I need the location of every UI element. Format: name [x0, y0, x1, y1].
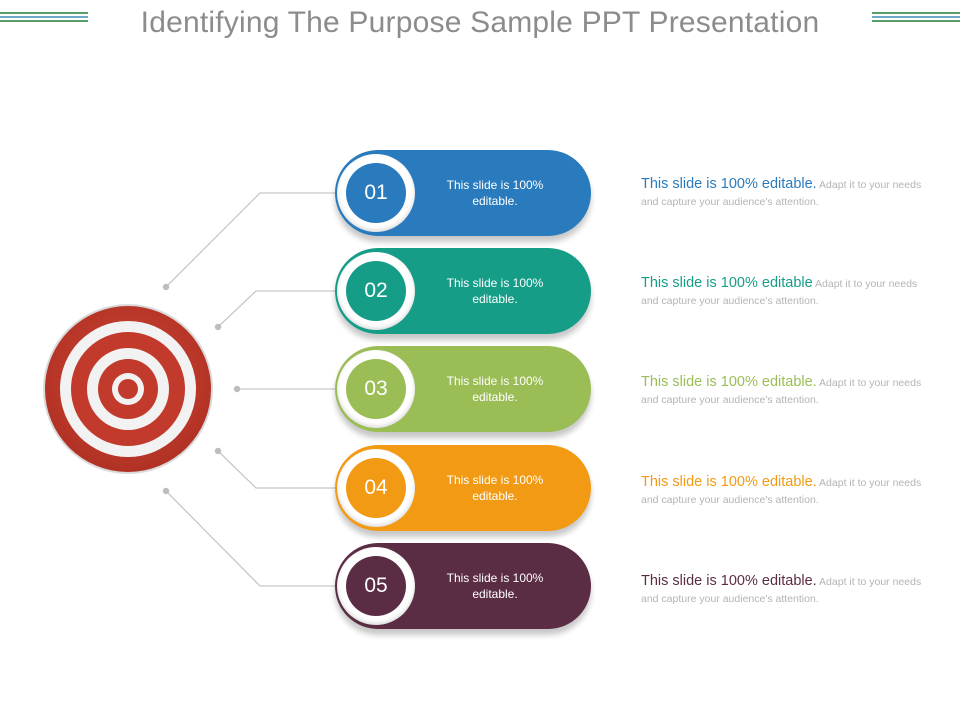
slide-title: Identifying The Purpose Sample PPT Prese…	[140, 6, 820, 39]
step-number-01: 01	[346, 163, 406, 223]
step-number-05: 05	[346, 556, 406, 616]
step-description-lead-03: This slide is 100% editable.	[641, 374, 817, 390]
connector-dot-02	[214, 323, 222, 331]
step-number-ring-02: 02	[337, 252, 415, 330]
step-description-lead-04: This slide is 100% editable.	[641, 474, 817, 490]
step-description-01: This slide is 100% editable. Adapt it to…	[641, 176, 931, 210]
step-description-rest-03: Adapt it to your needs and capture your …	[641, 377, 922, 406]
connector-dot-05	[162, 487, 170, 495]
step-description-03: This slide is 100% editable. Adapt it to…	[641, 374, 931, 408]
step-row-01: 01 This slide is 100% editable.	[335, 150, 591, 236]
step-pill-text-03: This slide is 100% editable.	[446, 374, 544, 404]
step-description-04: This slide is 100% editable. Adapt it to…	[641, 474, 931, 508]
step-description-rest-01: Adapt it to your needs and capture your …	[641, 179, 922, 208]
step-pill-text-04: This slide is 100% editable.	[446, 473, 544, 503]
step-description-rest-04: Adapt it to your needs and capture your …	[641, 477, 922, 506]
header-decoration-left	[0, 10, 88, 24]
step-description-05: This slide is 100% editable. Adapt it to…	[641, 573, 931, 607]
target-icon	[42, 303, 214, 475]
step-description-lead-05: This slide is 100% editable.	[641, 573, 817, 589]
connector-dot-04	[214, 447, 222, 455]
step-number-ring-03: 03	[337, 350, 415, 428]
step-pill-text-05: This slide is 100% editable.	[446, 571, 544, 601]
connector-line-01	[165, 192, 336, 288]
step-number-ring-01: 01	[337, 154, 415, 232]
step-row-03: 03 This slide is 100% editable.	[335, 346, 591, 432]
step-number-03: 03	[346, 359, 406, 419]
connector-line-04	[217, 450, 336, 489]
step-description-02: This slide is 100% editable Adapt it to …	[641, 275, 931, 309]
header-decoration-right	[872, 10, 960, 24]
step-number-ring-04: 04	[337, 449, 415, 527]
step-number-02: 02	[346, 261, 406, 321]
step-number-ring-05: 05	[337, 547, 415, 625]
step-pill-text-01: This slide is 100% editable.	[446, 178, 544, 208]
step-description-lead-02: This slide is 100% editable	[641, 275, 813, 291]
step-description-rest-05: Adapt it to your needs and capture your …	[641, 576, 922, 605]
connector-line-05	[165, 490, 336, 587]
step-row-04: 04 This slide is 100% editable.	[335, 445, 591, 531]
step-row-02: 02 This slide is 100% editable.	[335, 248, 591, 334]
connector-line-02	[217, 290, 336, 328]
step-number-04: 04	[346, 458, 406, 518]
step-description-rest-02: Adapt it to your needs and capture your …	[641, 278, 918, 307]
connector-dot-01	[162, 283, 170, 291]
step-row-05: 05 This slide is 100% editable.	[335, 543, 591, 629]
connector-dot-03	[233, 385, 241, 393]
step-pill-text-02: This slide is 100% editable.	[446, 276, 544, 306]
step-description-lead-01: This slide is 100% editable.	[641, 176, 817, 192]
